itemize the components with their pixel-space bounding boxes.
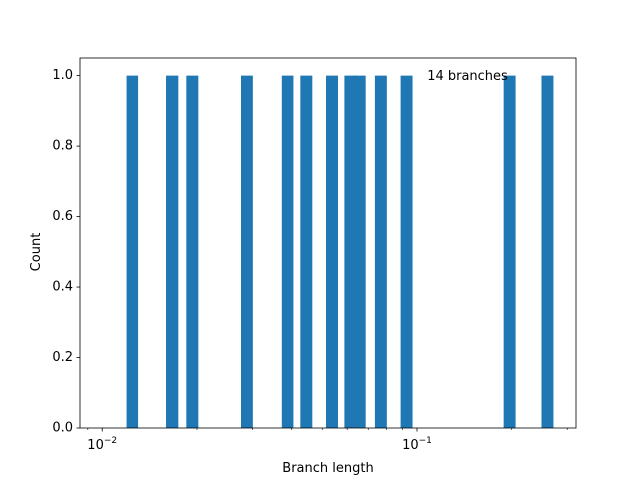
y-axis-ticks: 0.0 0.2 0.4 0.6 0.8 1.0 xyxy=(52,68,80,436)
y-tick-label: 0.0 xyxy=(52,421,73,436)
histogram-bar xyxy=(241,75,253,429)
y-tick-label: 0.4 xyxy=(52,280,73,295)
x-tick-label: 10−1 xyxy=(402,436,432,453)
histogram-bar xyxy=(374,75,387,429)
y-tick-label: 1.0 xyxy=(52,68,73,83)
histogram-bar xyxy=(166,75,179,429)
histogram-bar xyxy=(344,75,357,429)
histogram-bar xyxy=(326,75,338,429)
histogram-bar xyxy=(126,75,139,429)
histogram-bar xyxy=(300,75,313,429)
histogram-bar xyxy=(186,75,199,429)
y-tick-label: 0.2 xyxy=(52,350,73,365)
y-axis-label: Count xyxy=(29,233,44,272)
y-tick-label: 0.6 xyxy=(52,209,73,224)
y-tick-label: 0.8 xyxy=(52,139,73,154)
histogram-bar xyxy=(541,75,554,429)
x-axis-label: Branch length xyxy=(282,461,373,476)
histogram-bar xyxy=(353,75,366,429)
x-tick-label: 10−2 xyxy=(87,436,117,453)
histogram-bar xyxy=(503,75,516,429)
histogram-bar xyxy=(400,75,413,429)
bars-group xyxy=(126,75,554,429)
histogram-bar xyxy=(281,75,294,429)
axes-frame xyxy=(79,57,577,429)
annotation-text: 14 branches xyxy=(427,69,508,84)
